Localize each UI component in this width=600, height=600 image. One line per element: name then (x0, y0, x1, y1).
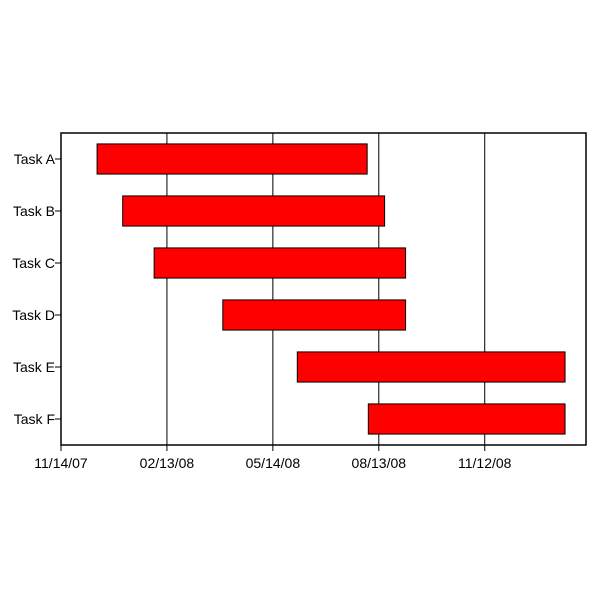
task-label: Task F (14, 411, 55, 427)
task-label: Task B (13, 203, 55, 219)
task-bars (96, 143, 566, 435)
plot-area-border (60, 132, 587, 446)
task-bar (222, 299, 407, 331)
x-tick-label: 11/12/08 (458, 455, 512, 471)
task-bar (96, 143, 368, 175)
task-label: Task C (12, 255, 55, 271)
task-label: Task A (14, 151, 56, 167)
task-bar (122, 195, 386, 227)
task-bar (153, 247, 407, 279)
x-tick-label: 02/13/08 (140, 455, 195, 471)
x-tick-label: 08/13/08 (352, 455, 407, 471)
x-axis-ticks: 11/14/07 02/13/08 05/14/08 08/13/08 11/12/08 (34, 445, 512, 471)
task-label: Task E (13, 359, 55, 375)
x-tick-label: 11/14/07 (34, 455, 88, 471)
task-bar (367, 403, 566, 435)
task-label: Task D (12, 307, 55, 323)
gridlines (166, 133, 486, 445)
y-axis-labels: Task A Task B Task C Task D Task E Task F (12, 151, 61, 427)
x-tick-label: 05/14/08 (246, 455, 301, 471)
task-bar (296, 351, 566, 383)
